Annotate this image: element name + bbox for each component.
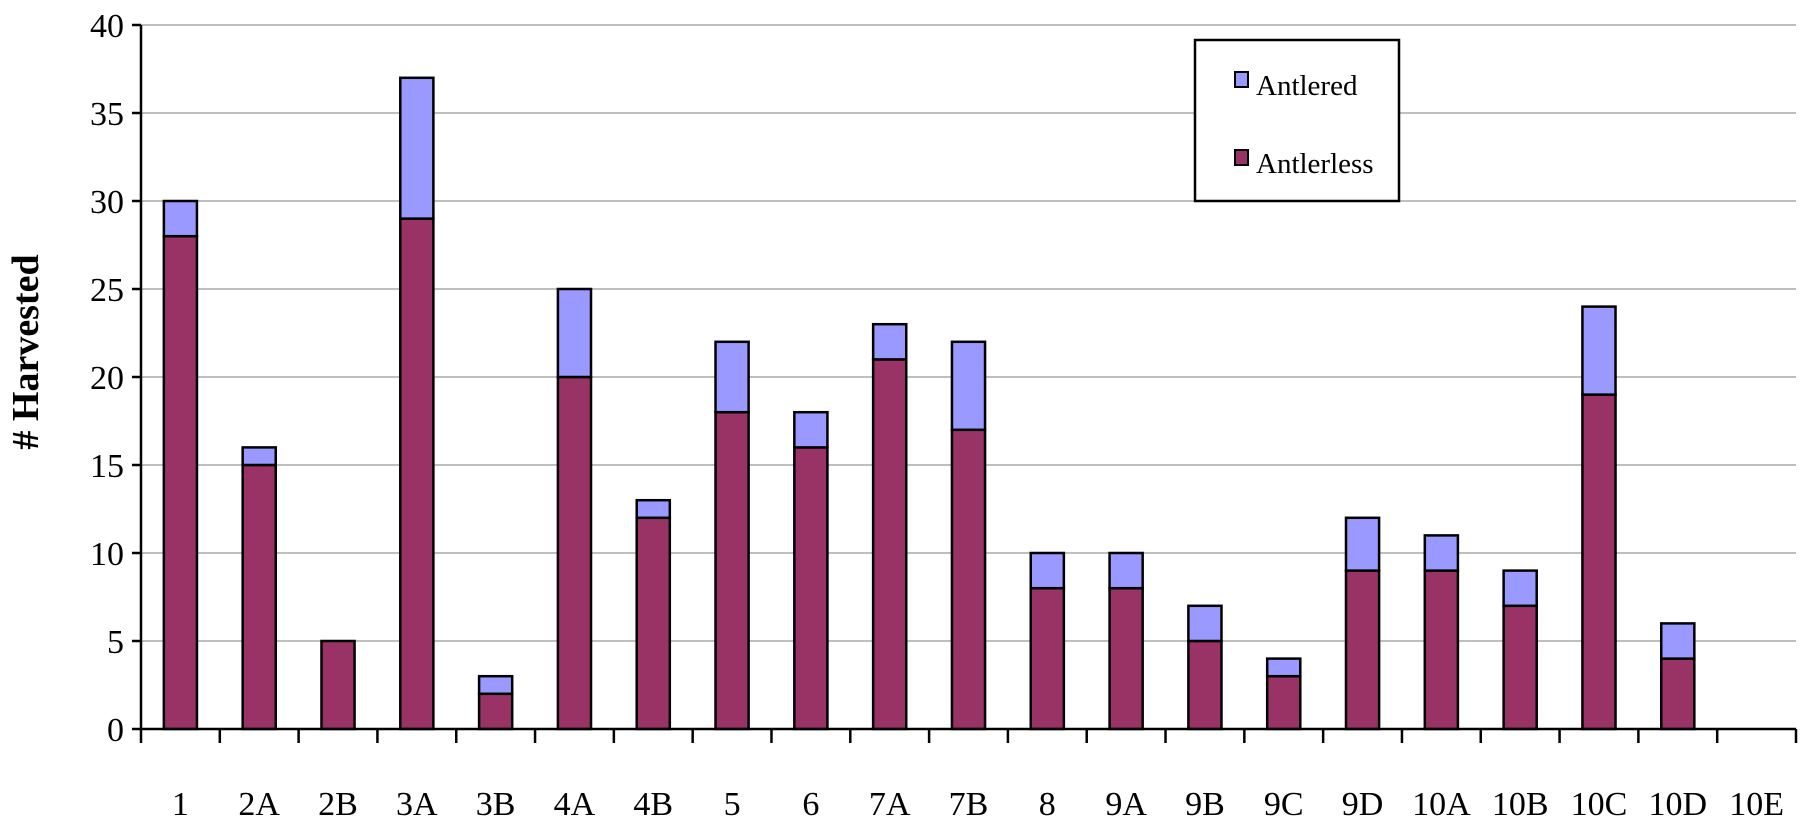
bar-antlerless-1 [162,234,199,731]
y-tick-label: 0 [107,712,124,749]
legend-label-antlered: Antlered [1256,70,1358,102]
bar-antlered-1 [162,199,199,238]
x-tick-label: 7A [869,786,911,823]
x-tick-label: 4A [554,786,596,823]
bar-antlered-9d [1344,516,1381,572]
legend-swatch-antlerless [1234,149,1249,166]
y-tick-label: 15 [90,448,124,485]
x-tick-label: 6 [802,786,819,823]
bar-antlerless-9c [1265,674,1302,731]
bar-antlered-10a [1423,534,1460,572]
bar-antlerless-9b [1187,639,1223,731]
bar-antlerless-4b [635,516,672,731]
y-tick-label: 40 [90,8,124,45]
x-tick-label: 9A [1105,786,1147,823]
x-tick-label: 10B [1492,786,1549,823]
bar-antlerless-2a [241,463,278,731]
bar-antlerless-6 [793,446,829,731]
bar-antlerless-8 [1029,586,1066,731]
bar-antlered-2a [241,446,278,467]
x-tick-label: 2A [238,786,280,823]
y-tick-label: 10 [90,536,124,573]
bar-antlered-9c [1265,657,1302,678]
x-tick-label: 10E [1729,786,1784,823]
x-tick-label: 2B [318,786,358,823]
bar-antlerless-10b [1502,604,1538,731]
bar-antlered-7b [950,340,987,432]
x-tick-label: 3A [396,786,438,823]
legend-box [1193,38,1401,203]
y-tick-label: 30 [90,184,124,221]
y-tick-label: 25 [90,272,124,309]
y-tick-label: 20 [90,360,124,397]
bar-antlerless-9d [1344,569,1381,731]
bar-antlerless-3a [399,217,435,731]
bar-antlered-9b [1187,604,1223,643]
y-tick-label: 5 [107,624,124,661]
bar-antlered-8 [1029,551,1066,590]
bar-antlerless-7b [950,428,987,731]
x-tick-label: 8 [1039,786,1056,823]
x-tick-label: 5 [724,786,741,823]
bar-antlerless-3b [477,692,514,731]
bar-antlered-7a [871,322,908,361]
bar-antlered-6 [793,410,829,449]
x-tick-label: 10C [1571,786,1628,823]
axes [132,23,1798,743]
x-tick-label: 10D [1649,786,1708,823]
bar-antlerless-2b [320,639,356,731]
x-tick-labels: 1 2A 2B 3A 3B 4A 4B 5 6 7A 7B 8 9A 9B 9C 9D 10A 10B 10C 10D… [172,786,1784,823]
bar-antlered-5 [714,340,750,414]
legend-label-antlerless: Antlerless [1256,148,1374,180]
x-tick-label: 3B [476,786,516,823]
bar-antlerless-7a [871,358,908,731]
bar-antlerless-5 [714,410,750,731]
x-tick-label: 9D [1342,786,1384,823]
bar-antlerless-9a [1108,586,1144,731]
bars [162,76,1696,731]
bar-antlered-10b [1502,569,1538,608]
bar-antlerless-4a [556,375,593,731]
bar-antlered-4a [556,287,593,379]
bar-antlered-4b [635,498,672,520]
bar-antlered-3a [399,76,435,220]
bar-antlered-10c [1581,305,1617,396]
x-tick-label: 7B [949,786,989,823]
bar-antlerless-10c [1581,393,1617,731]
x-tick-label: 10A [1412,786,1471,823]
x-tick-label: 9C [1264,786,1304,823]
y-tick-label: 35 [90,96,124,133]
bar-antlerless-10d [1659,657,1696,731]
y-axis-label: # Harvested [5,254,47,449]
legend: Antlered Antlerless [1193,38,1401,203]
x-tick-label: 9B [1185,786,1225,823]
x-tick-label: 4B [633,786,673,823]
bar-antlered-3b [477,674,514,696]
legend-swatch-antlered [1234,71,1249,88]
bar-antlered-9a [1108,551,1144,590]
bar-antlerless-10a [1423,569,1460,731]
y-tick-labels: 0 5 10 15 20 25 30 35 40 [90,8,124,749]
bar-antlered-10d [1659,622,1696,660]
x-tick-label: 1 [172,786,189,823]
